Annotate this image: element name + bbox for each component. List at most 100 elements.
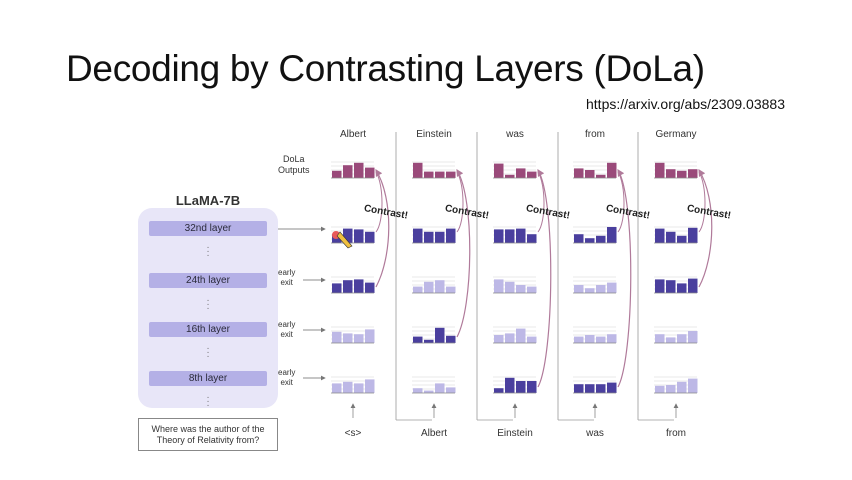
distribution-bar [435, 280, 445, 293]
distribution-bar [505, 377, 515, 393]
distribution-bar [527, 171, 537, 178]
distribution-bar [596, 384, 606, 393]
distribution-bar [365, 231, 375, 243]
model-name: LLaMA-7B [175, 193, 241, 208]
distribution-bar [505, 333, 515, 343]
distribution-bar [343, 333, 353, 343]
distribution-bar [424, 390, 434, 393]
contrast-arrow [537, 171, 545, 233]
early-text: early [278, 320, 296, 329]
distribution-bar [435, 383, 445, 393]
distribution-bar [574, 168, 584, 178]
output-token: was [506, 129, 524, 140]
distribution-bar [655, 162, 665, 178]
distribution-bar [354, 229, 364, 243]
distribution-bar [585, 384, 595, 393]
contrast-arrow [375, 168, 390, 288]
distribution-bar [516, 381, 526, 393]
distribution-bar [446, 228, 456, 243]
exit-text: exit [280, 330, 293, 339]
input-token: Einstein [497, 428, 533, 439]
distribution-bar [596, 285, 606, 293]
distribution-bar [332, 331, 342, 343]
output-token: Albert [339, 129, 367, 140]
ellipsis-icon: · · · [206, 392, 210, 411]
contrast-arrow [617, 168, 632, 388]
exit-text: exit [280, 278, 293, 287]
early-text: early [278, 268, 296, 277]
distribution-bar [413, 336, 423, 343]
distribution-bar [585, 170, 595, 178]
output-token: Einstein [416, 129, 452, 140]
distribution-bar [413, 228, 423, 243]
layer-8-box: 8th layer [149, 371, 267, 386]
input-token: was [586, 428, 604, 439]
contrast-arrow [456, 168, 471, 338]
distribution-bar [424, 339, 434, 343]
ellipsis-icon: · · · [206, 295, 210, 314]
distribution-bar [505, 281, 515, 293]
distribution-bar [688, 378, 698, 393]
distribution-bar [527, 336, 537, 343]
prompt-line-2: Theory of Relativity from? [156, 435, 260, 445]
distribution-bar [655, 279, 665, 293]
distribution-bar [343, 280, 353, 293]
distribution-bar [677, 381, 687, 393]
distribution-bar [688, 169, 698, 178]
distribution-bar [607, 162, 617, 178]
distribution-bar [527, 234, 537, 243]
distribution-bar [655, 228, 665, 243]
distribution-bar [365, 282, 375, 293]
distribution-bar [688, 331, 698, 343]
distribution-bar [574, 285, 584, 293]
distribution-bar [435, 231, 445, 243]
distribution-bar [435, 327, 445, 343]
distribution-bar [585, 335, 595, 343]
early-text: early [278, 368, 296, 377]
distribution-bar [365, 329, 375, 343]
distribution-bar [655, 334, 665, 343]
input-token: <s> [344, 428, 362, 439]
dola-text: DoLa [283, 154, 305, 164]
distribution-bar [516, 285, 526, 293]
distribution-bar [332, 283, 342, 293]
distribution-bar [666, 280, 676, 293]
distribution-bar [494, 388, 504, 393]
output-token: from [585, 129, 605, 140]
distribution-bar [424, 231, 434, 243]
distribution-bar [365, 167, 375, 178]
distribution-bar [574, 234, 584, 243]
distribution-bar [446, 171, 456, 178]
input-token: from [666, 428, 686, 439]
distribution-bar [516, 168, 526, 178]
distribution-bar [677, 170, 687, 178]
source-url[interactable]: https://arxiv.org/abs/2309.03883 [586, 96, 785, 112]
prompt-box: Where was the author of the Theory of Re… [138, 418, 278, 451]
distribution-bar [435, 171, 445, 178]
distribution-bar [494, 279, 504, 293]
outputs-text: Outputs [278, 165, 310, 175]
distribution-bar [666, 231, 676, 243]
ellipsis-icon: · · · [206, 242, 210, 261]
distribution-bar [446, 286, 456, 293]
contrast-arrow [537, 168, 552, 388]
exit-text: exit [280, 378, 293, 387]
distribution-bar [527, 286, 537, 293]
distribution-bar [343, 228, 353, 243]
early-exit-label: early exit [278, 268, 295, 288]
distribution-bar [596, 174, 606, 178]
output-token: Germany [655, 129, 697, 140]
distribution-bar [505, 174, 515, 178]
distribution-bar [585, 288, 595, 293]
distribution-bar [343, 381, 353, 393]
distribution-bar [354, 334, 364, 343]
distribution-bar [365, 379, 375, 393]
distribution-bar [446, 335, 456, 343]
early-exit-label: early exit [278, 320, 295, 340]
pencil-icon [336, 231, 353, 249]
contrast-arrow [698, 171, 706, 233]
distribution-bar [516, 328, 526, 343]
distribution-bar [354, 279, 364, 293]
contrast-arrow [456, 171, 464, 233]
